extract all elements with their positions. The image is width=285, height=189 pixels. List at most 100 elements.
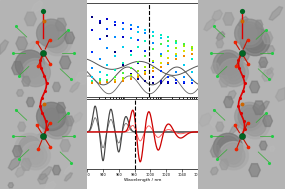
Point	[121, 62, 125, 65]
Point	[42, 74, 47, 77]
Point	[36, 148, 40, 151]
Polygon shape	[25, 12, 36, 26]
Polygon shape	[238, 16, 248, 27]
Point	[197, 75, 202, 78]
Point	[121, 45, 125, 48]
Polygon shape	[28, 147, 43, 164]
Point	[174, 57, 178, 60]
Point	[237, 67, 241, 70]
Point	[121, 78, 125, 81]
Point	[182, 43, 186, 46]
Point	[238, 112, 243, 115]
Point	[66, 112, 70, 115]
Point	[42, 19, 47, 22]
Y-axis label: Δε / L mol⁻¹ cm⁻¹: Δε / L mol⁻¹ cm⁻¹	[70, 115, 74, 153]
Point	[182, 80, 186, 83]
Point	[270, 135, 274, 138]
Polygon shape	[16, 37, 28, 50]
Polygon shape	[245, 36, 255, 45]
Point	[143, 54, 147, 57]
Point	[190, 81, 194, 84]
Point	[121, 72, 125, 75]
Polygon shape	[213, 50, 243, 78]
Point	[113, 50, 117, 53]
Point	[174, 79, 178, 82]
Point	[89, 81, 94, 84]
Polygon shape	[259, 61, 266, 69]
Polygon shape	[76, 72, 87, 85]
Polygon shape	[40, 22, 62, 45]
Polygon shape	[44, 42, 50, 47]
Polygon shape	[217, 53, 239, 76]
Point	[174, 81, 178, 84]
Point	[197, 52, 202, 55]
Polygon shape	[242, 108, 257, 125]
Point	[174, 54, 178, 57]
Point	[174, 46, 178, 49]
Point	[158, 52, 163, 55]
Polygon shape	[49, 116, 65, 133]
Polygon shape	[21, 142, 50, 170]
Point	[89, 66, 94, 69]
Point	[97, 81, 102, 84]
Point	[121, 63, 125, 66]
Polygon shape	[73, 112, 82, 123]
Point	[66, 29, 70, 32]
Polygon shape	[18, 140, 28, 150]
Polygon shape	[21, 58, 50, 87]
Point	[47, 121, 52, 124]
Polygon shape	[212, 10, 223, 21]
Point	[97, 81, 102, 84]
Polygon shape	[244, 30, 266, 53]
Point	[197, 82, 202, 85]
Point	[136, 62, 141, 65]
Point	[236, 104, 240, 107]
Polygon shape	[52, 82, 60, 91]
Point	[13, 108, 18, 111]
Point	[105, 78, 110, 81]
Polygon shape	[50, 116, 62, 129]
Polygon shape	[253, 101, 265, 115]
Point	[97, 57, 102, 60]
Point	[105, 81, 110, 84]
Point	[38, 59, 42, 62]
Point	[151, 76, 155, 79]
Point	[245, 121, 250, 124]
Polygon shape	[219, 58, 249, 87]
Polygon shape	[219, 142, 249, 170]
Polygon shape	[0, 40, 9, 55]
Point	[158, 65, 163, 68]
Polygon shape	[38, 174, 48, 184]
Point	[128, 77, 133, 81]
Point	[182, 45, 186, 48]
Polygon shape	[256, 101, 269, 114]
Point	[143, 70, 147, 74]
Point	[197, 54, 202, 57]
Point	[113, 36, 117, 39]
Point	[41, 10, 46, 13]
Point	[48, 146, 53, 149]
Point	[166, 57, 171, 60]
Point	[136, 74, 141, 77]
Point	[166, 40, 171, 43]
Polygon shape	[210, 145, 221, 157]
Polygon shape	[52, 166, 61, 175]
Point	[82, 73, 86, 76]
Point	[41, 135, 46, 138]
Point	[113, 55, 117, 58]
Point	[241, 89, 246, 92]
Point	[211, 108, 216, 111]
Point	[246, 63, 251, 66]
Point	[151, 61, 155, 64]
Point	[89, 50, 94, 53]
Point	[239, 51, 244, 54]
Point	[190, 82, 194, 85]
Point	[97, 77, 102, 80]
Polygon shape	[263, 115, 272, 126]
Point	[211, 25, 216, 28]
Point	[41, 51, 46, 54]
Polygon shape	[262, 69, 274, 81]
Polygon shape	[242, 25, 257, 42]
Polygon shape	[55, 18, 66, 31]
Point	[190, 81, 194, 84]
